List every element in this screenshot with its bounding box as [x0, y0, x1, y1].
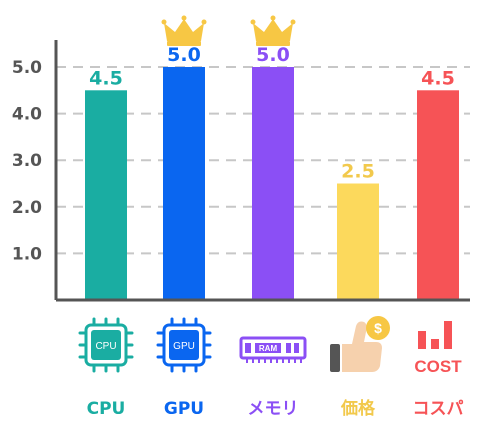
data-label: 5.0 — [167, 44, 201, 66]
coin-symbol: $ — [374, 320, 382, 336]
y-tick-label: 2.0 — [12, 198, 42, 218]
bar — [85, 90, 127, 300]
cost-icon-text: COST — [414, 357, 462, 376]
crown-icon — [250, 15, 296, 46]
axes — [54, 40, 470, 302]
category-labels: CPU GPU メモリ 価格 コスパ — [87, 398, 464, 419]
cpu-chip-icon: CPU — [78, 317, 134, 373]
data-label: 2.5 — [341, 161, 375, 183]
bars — [85, 67, 459, 300]
category-label: 価格 — [340, 398, 376, 419]
y-tick-label: 1.0 — [12, 244, 42, 264]
cpu-icon-text: CPU — [95, 341, 116, 352]
cost-bars-icon: COST — [414, 321, 462, 376]
y-tick-labels: 1.0 2.0 3.0 4.0 5.0 — [12, 58, 42, 264]
gpu-icon-text: GPU — [173, 341, 195, 352]
category-label: GPU — [164, 399, 204, 419]
category-label: CPU — [87, 399, 126, 419]
value-labels: 4.5 5.0 5.0 2.5 4.5 — [89, 44, 455, 183]
y-tick-label: 4.0 — [12, 105, 42, 125]
crown-icon — [161, 15, 207, 46]
data-label: 5.0 — [256, 44, 290, 66]
bar — [252, 67, 294, 300]
ram-icon-text: RAM — [259, 344, 278, 353]
crowns — [161, 15, 296, 46]
gpu-chip-icon: GPU — [156, 317, 212, 373]
bar — [417, 90, 459, 300]
bar — [163, 67, 205, 300]
thumbs-up-coin-icon: $ — [330, 316, 390, 372]
data-label: 4.5 — [421, 67, 455, 89]
ram-module-icon: RAM — [239, 336, 307, 363]
category-label: コスパ — [413, 399, 464, 419]
y-tick-label: 5.0 — [12, 58, 42, 78]
bar — [337, 183, 379, 300]
category-label: メモリ — [248, 399, 299, 419]
y-tick-label: 3.0 — [12, 151, 42, 171]
data-label: 4.5 — [89, 67, 123, 89]
